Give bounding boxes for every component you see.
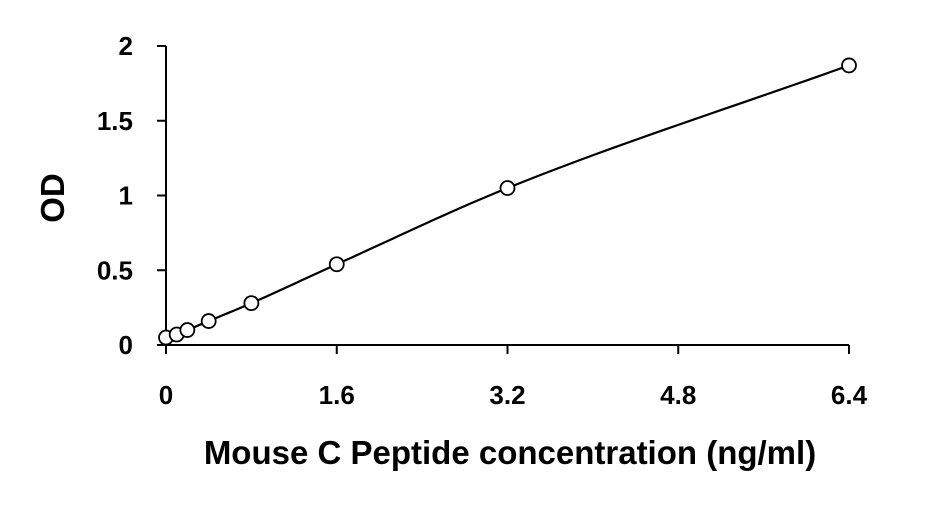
- y-tick-label: 1: [119, 181, 133, 211]
- x-ticks: 0 1.6 3.2 4.8 6.4: [159, 345, 868, 410]
- x-tick-label: 4.8: [660, 380, 696, 410]
- data-point: [179, 322, 196, 338]
- x-tick-label: 3.2: [489, 380, 525, 410]
- fit-curve: [165, 64, 850, 339]
- fit-curve-layer: [165, 64, 850, 339]
- y-axis-title: OD: [34, 173, 71, 223]
- y-tick-label: 2: [119, 31, 133, 61]
- x-axis-title: Mouse C Peptide concentration (ng/ml): [204, 434, 816, 471]
- data-point: [200, 313, 217, 329]
- x-tick-label: 6.4: [831, 380, 868, 410]
- data-point: [499, 180, 516, 196]
- x-tick-label: 1.6: [319, 380, 355, 410]
- data-point: [841, 57, 857, 74]
- data-points-layer: [158, 57, 857, 346]
- x-tick-label: 0: [159, 380, 173, 410]
- y-tick-label: 0.5: [97, 255, 133, 285]
- y-ticks: 0 0.5 1 1.5 2: [97, 31, 166, 360]
- y-tick-label: 1.5: [97, 106, 133, 136]
- data-point: [328, 256, 345, 273]
- data-point: [243, 295, 260, 312]
- y-tick-label: 0: [119, 330, 133, 360]
